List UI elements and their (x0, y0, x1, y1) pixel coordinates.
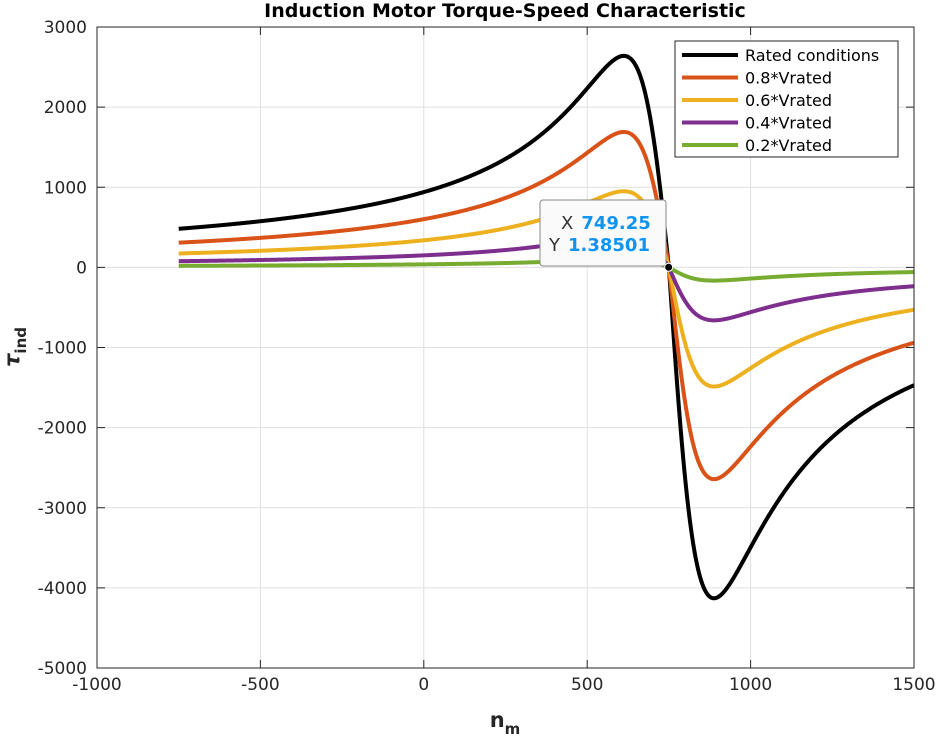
x-tick-label: -1000 (72, 675, 121, 695)
x-tick-labels: -1000 -500 0 500 1000 1500 (72, 675, 935, 695)
x-tick-label: 1000 (729, 675, 772, 695)
axis-ticks (96, 26, 915, 669)
y-tick-label: 1000 (44, 178, 87, 198)
y-tick-label: 3000 (44, 18, 87, 38)
legend-entry: 0.6*Vrated (745, 91, 832, 110)
datatip-y-row: Y 1.38501 (548, 235, 650, 256)
datatip-x-row: X 749.25 (561, 213, 651, 234)
datatip[interactable]: X 749.25 Y 1.38501 (539, 199, 674, 272)
y-tick-label: -2000 (38, 419, 87, 439)
x-axis-label: nm (490, 708, 521, 736)
y-tick-label: -4000 (38, 579, 87, 599)
chart-title: Induction Motor Torque-Speed Characteris… (264, 0, 746, 22)
datatip-y-key: Y (548, 235, 561, 256)
x-tick-label: 500 (571, 675, 603, 695)
y-tick-label: -3000 (38, 499, 87, 519)
x-tick-label: 1500 (892, 675, 935, 695)
x-axis-label-main: n (490, 708, 505, 732)
legend-entry: 0.2*Vrated (745, 136, 832, 155)
legend[interactable]: Rated conditions 0.8*Vrated 0.6*Vrated 0.4*… (674, 40, 899, 158)
datatip-marker[interactable] (664, 262, 674, 272)
series-line (177, 129, 916, 482)
y-tick-label: -1000 (38, 339, 87, 359)
y-axis-label-sub: ind (12, 327, 30, 354)
y-tick-label: -5000 (38, 659, 87, 679)
y-tick-label: 0 (76, 258, 87, 278)
legend-entry: Rated conditions (745, 46, 879, 65)
y-axis-label: τind (0, 327, 30, 367)
y-tick-label: 2000 (44, 98, 87, 118)
x-tick-label: -500 (241, 675, 280, 695)
legend-entry: 0.4*Vrated (745, 114, 832, 133)
y-axis-label-main: τ (0, 353, 24, 367)
legend-items: Rated conditions 0.8*Vrated 0.6*Vrated 0.4*… (682, 46, 879, 155)
series-line (177, 53, 916, 601)
legend-entry: 0.8*Vrated (745, 69, 832, 88)
x-tick-label: 0 (418, 675, 429, 695)
datatip-x-value: 749.25 (581, 213, 650, 234)
y-tick-labels: -5000 -4000 -3000 -2000 -1000 0 1000 2000 3000 (38, 18, 87, 679)
datatip-box (539, 199, 667, 267)
x-axis-label-sub: m (505, 720, 521, 736)
datatip-x-key: X (561, 213, 573, 234)
datatip-y-value: 1.38501 (568, 235, 650, 256)
